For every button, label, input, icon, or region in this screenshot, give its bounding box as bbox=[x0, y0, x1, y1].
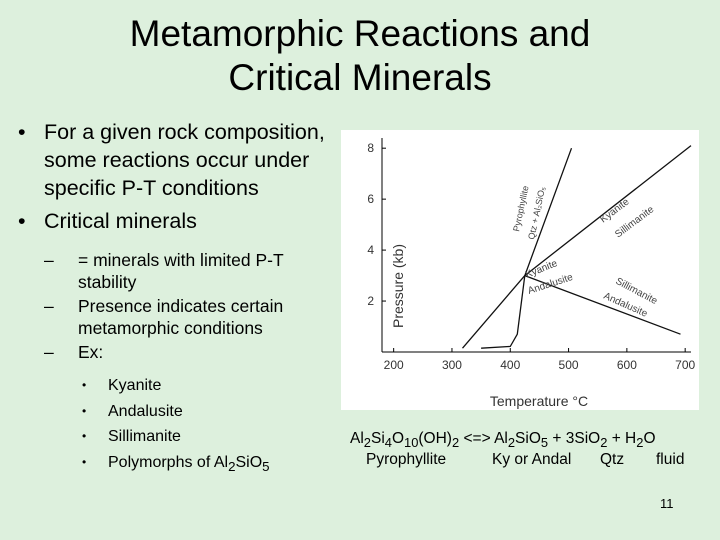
phase-diagram-svg: 200 300 400 500 600 700 2 4 6 8 Pressure (kb) Tem… bbox=[341, 130, 699, 410]
x-tick-label: 500 bbox=[559, 358, 579, 372]
example-item: • Andalusite bbox=[82, 399, 328, 425]
phase-diagram: 200 300 400 500 600 700 2 4 6 8 Pressure (kb) Tem… bbox=[341, 130, 699, 410]
example-list: • Kyanite • Andalusite • Sillimanite • P… bbox=[82, 373, 328, 479]
sub-bullet-list: – = minerals with limited P-T stability … bbox=[44, 249, 328, 363]
label-pyrophyllite-reactant: Pyrophyllite bbox=[366, 451, 447, 468]
x-tick-label: 600 bbox=[617, 358, 637, 372]
example-text: Kyanite bbox=[108, 377, 162, 394]
x-tick-label: 700 bbox=[675, 358, 695, 372]
bullet-icon: • bbox=[18, 120, 26, 144]
sub-bullet-item: – Ex: bbox=[44, 341, 328, 363]
y-tick-label: 6 bbox=[367, 192, 374, 206]
sub-bullet-item: – = minerals with limited P-T stability bbox=[44, 249, 328, 293]
title-line-2: Critical Minerals bbox=[228, 57, 492, 98]
y-tick-label: 2 bbox=[367, 294, 374, 308]
reaction-line-ky-sil bbox=[524, 145, 692, 277]
bullet-list: • For a given rock composition, some rea… bbox=[18, 118, 328, 479]
example-text: Andalusite bbox=[108, 402, 183, 420]
slide-title: Metamorphic Reactions and Critical Miner… bbox=[0, 12, 720, 100]
reaction-line-pyrophyllite bbox=[481, 147, 573, 349]
example-text: Sillimanite bbox=[108, 428, 181, 445]
sub-bullet-text: = minerals with limited P-T stability bbox=[78, 250, 284, 292]
bullet-icon: • bbox=[18, 209, 26, 233]
bullet-item: • Critical minerals bbox=[18, 207, 328, 235]
y-tick-label: 8 bbox=[367, 141, 374, 155]
bullet-icon: • bbox=[82, 378, 87, 392]
dash-icon: – bbox=[44, 342, 54, 362]
reaction-line-and-sil bbox=[524, 274, 681, 335]
plot-background bbox=[341, 130, 699, 410]
sub-bullet-item: – Presence indicates certain metamorphic… bbox=[44, 295, 328, 339]
sub-bullet-text: Ex: bbox=[78, 342, 104, 362]
label-ky-andal-product: Ky or Andal bbox=[492, 451, 572, 468]
example-item: • Kyanite bbox=[82, 373, 328, 399]
dash-icon: – bbox=[44, 250, 54, 270]
bullet-icon: • bbox=[82, 454, 87, 469]
bullet-icon: • bbox=[82, 403, 87, 418]
y-tick-label: 4 bbox=[367, 243, 374, 257]
bullet-text: Critical minerals bbox=[44, 209, 197, 233]
reaction-line-ky-and bbox=[462, 275, 526, 349]
x-axis-label: Temperature °C bbox=[490, 393, 588, 409]
bullet-text: For a given rock composition, some react… bbox=[44, 120, 325, 200]
example-item: • Polymorphs of Al2SiO5 bbox=[82, 450, 328, 480]
dash-icon: – bbox=[44, 296, 54, 316]
bullet-item: • For a given rock composition, some rea… bbox=[18, 118, 328, 202]
bullet-icon: • bbox=[82, 429, 87, 443]
title-line-1: Metamorphic Reactions and bbox=[129, 13, 591, 54]
label-qtz-product: Qtz bbox=[600, 451, 625, 468]
x-tick-label: 200 bbox=[384, 358, 404, 372]
reaction-equation: Al2Si4O10(OH)2 <=> Al2SiO5 + 3SiO2 + H2O bbox=[350, 430, 656, 451]
slide-number: 11 bbox=[660, 496, 674, 511]
y-axis-label: Pressure (kb) bbox=[390, 244, 406, 328]
example-item: • Sillimanite bbox=[82, 424, 328, 450]
sub-bullet-text: Presence indicates certain metamorphic c… bbox=[78, 296, 284, 338]
x-tick-label: 400 bbox=[500, 358, 520, 372]
label-fluid-product: fluid bbox=[656, 451, 685, 468]
example-text: Polymorphs of Al2SiO5 bbox=[108, 453, 270, 474]
x-tick-label: 300 bbox=[442, 358, 462, 372]
